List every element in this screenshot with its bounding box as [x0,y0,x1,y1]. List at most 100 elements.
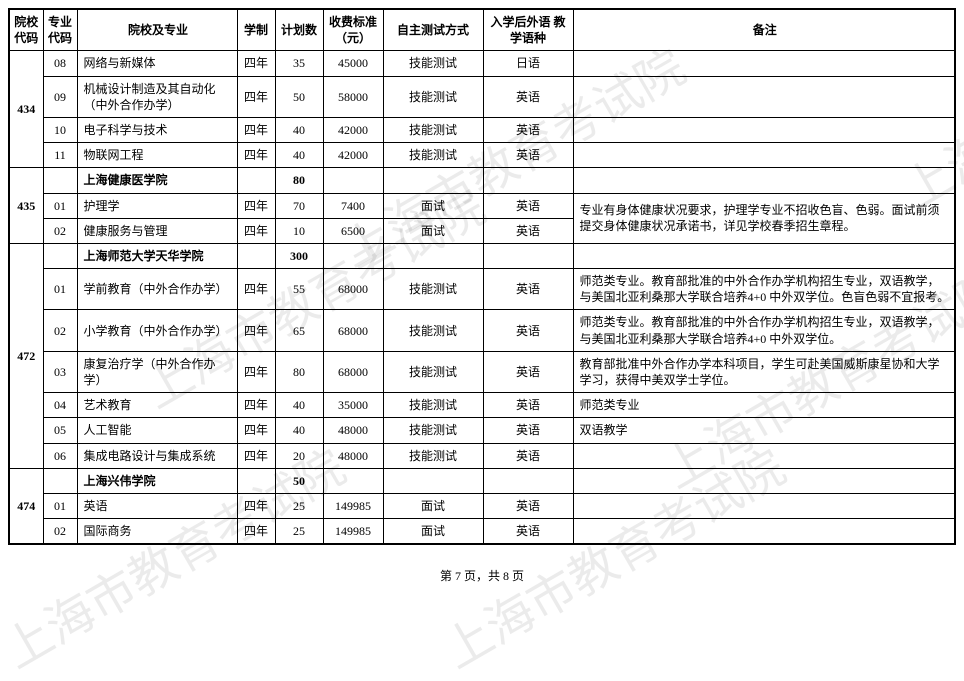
duration: 四年 [237,51,275,76]
cell-empty [237,468,275,493]
duration: 四年 [237,519,275,545]
table-row: 01护理学四年707400面试英语专业有身体健康状况要求，护理学专业不招收色盲、… [9,193,955,218]
school-plan-total: 80 [275,168,323,193]
col-test: 自主测试方式 [383,9,483,51]
fee: 7400 [323,193,383,218]
major-code: 09 [43,76,77,117]
school-code: 434 [9,51,43,168]
test-method: 技能测试 [383,443,483,468]
plan-count: 50 [275,76,323,117]
major-code: 03 [43,351,77,392]
table-row: 09机械设计制造及其自动化（中外合作办学）四年5058000技能测试英语 [9,76,955,117]
fee: 68000 [323,310,383,351]
major-code: 02 [43,218,77,243]
duration: 四年 [237,418,275,443]
test-method: 技能测试 [383,76,483,117]
plan-count: 70 [275,193,323,218]
enrollment-table: 院校 代码 专业 代码 院校及专业 学制 计划数 收费标准 （元） 自主测试方式… [8,8,956,545]
plan-count: 65 [275,310,323,351]
major-code: 02 [43,519,77,545]
col-plan: 计划数 [275,9,323,51]
test-method: 技能测试 [383,393,483,418]
test-method: 技能测试 [383,351,483,392]
cell-empty [383,168,483,193]
table-row: 11物联网工程四年4042000技能测试英语 [9,143,955,168]
language: 英语 [483,143,573,168]
major-name: 英语 [77,493,237,518]
duration: 四年 [237,393,275,418]
cell-empty [323,168,383,193]
note [573,519,955,545]
plan-count: 10 [275,218,323,243]
note: 专业有身体健康状况要求，护理学专业不招收色盲、色弱。面试前须提交身体健康状况承诺… [573,193,955,243]
test-method: 面试 [383,193,483,218]
major-code: 02 [43,310,77,351]
major-code: 08 [43,51,77,76]
duration: 四年 [237,218,275,243]
cell-empty [383,468,483,493]
language: 英语 [483,117,573,142]
cell-empty [237,168,275,193]
language: 英语 [483,443,573,468]
cell-empty [573,168,955,193]
major-name: 人工智能 [77,418,237,443]
fee: 6500 [323,218,383,243]
table-row: 03康复治疗学（中外合作办学）四年8068000技能测试英语教育部批准中外合作办… [9,351,955,392]
col-note: 备注 [573,9,955,51]
fee: 68000 [323,269,383,310]
school-name: 上海健康医学院 [77,168,237,193]
fee: 68000 [323,351,383,392]
language: 英语 [483,269,573,310]
school-name: 上海兴伟学院 [77,468,237,493]
school-name: 上海师范大学天华学院 [77,243,237,268]
cell-empty [483,168,573,193]
test-method: 面试 [383,218,483,243]
note [573,143,955,168]
cell-empty [43,468,77,493]
major-code: 04 [43,393,77,418]
table-row: 02小学教育（中外合作办学）四年6568000技能测试英语师范类专业。教育部批准… [9,310,955,351]
school-code: 435 [9,168,43,244]
test-method: 技能测试 [383,51,483,76]
note: 教育部批准中外合作办学本科项目，学生可赴美国威斯康星协和大学学习，获得中美双学士… [573,351,955,392]
language: 英语 [483,519,573,545]
duration: 四年 [237,76,275,117]
cell-empty [383,243,483,268]
fee: 149985 [323,493,383,518]
note [573,76,955,117]
table-header-row: 院校 代码 专业 代码 院校及专业 学制 计划数 收费标准 （元） 自主测试方式… [9,9,955,51]
plan-count: 25 [275,493,323,518]
duration: 四年 [237,310,275,351]
language: 英语 [483,351,573,392]
language: 英语 [483,218,573,243]
language: 英语 [483,76,573,117]
major-code: 05 [43,418,77,443]
major-name: 小学教育（中外合作办学） [77,310,237,351]
test-method: 技能测试 [383,117,483,142]
major-code: 11 [43,143,77,168]
note [573,443,955,468]
cell-empty [483,468,573,493]
page-indicator: 第 7 页，共 8 页 [8,567,956,584]
table-row: 10电子科学与技术四年4042000技能测试英语 [9,117,955,142]
major-name: 艺术教育 [77,393,237,418]
test-method: 面试 [383,519,483,545]
note [573,51,955,76]
plan-count: 55 [275,269,323,310]
table-row: 01学前教育（中外合作办学）四年5568000技能测试英语师范类专业。教育部批准… [9,269,955,310]
plan-count: 40 [275,393,323,418]
major-name: 护理学 [77,193,237,218]
test-method: 技能测试 [383,269,483,310]
plan-count: 40 [275,418,323,443]
cell-empty [483,243,573,268]
duration: 四年 [237,117,275,142]
fee: 48000 [323,443,383,468]
plan-count: 35 [275,51,323,76]
col-major: 专业 代码 [43,9,77,51]
plan-count: 80 [275,351,323,392]
major-name: 物联网工程 [77,143,237,168]
col-dur: 学制 [237,9,275,51]
major-code: 01 [43,493,77,518]
col-lang: 入学后外语 教学语种 [483,9,573,51]
major-name: 国际商务 [77,519,237,545]
